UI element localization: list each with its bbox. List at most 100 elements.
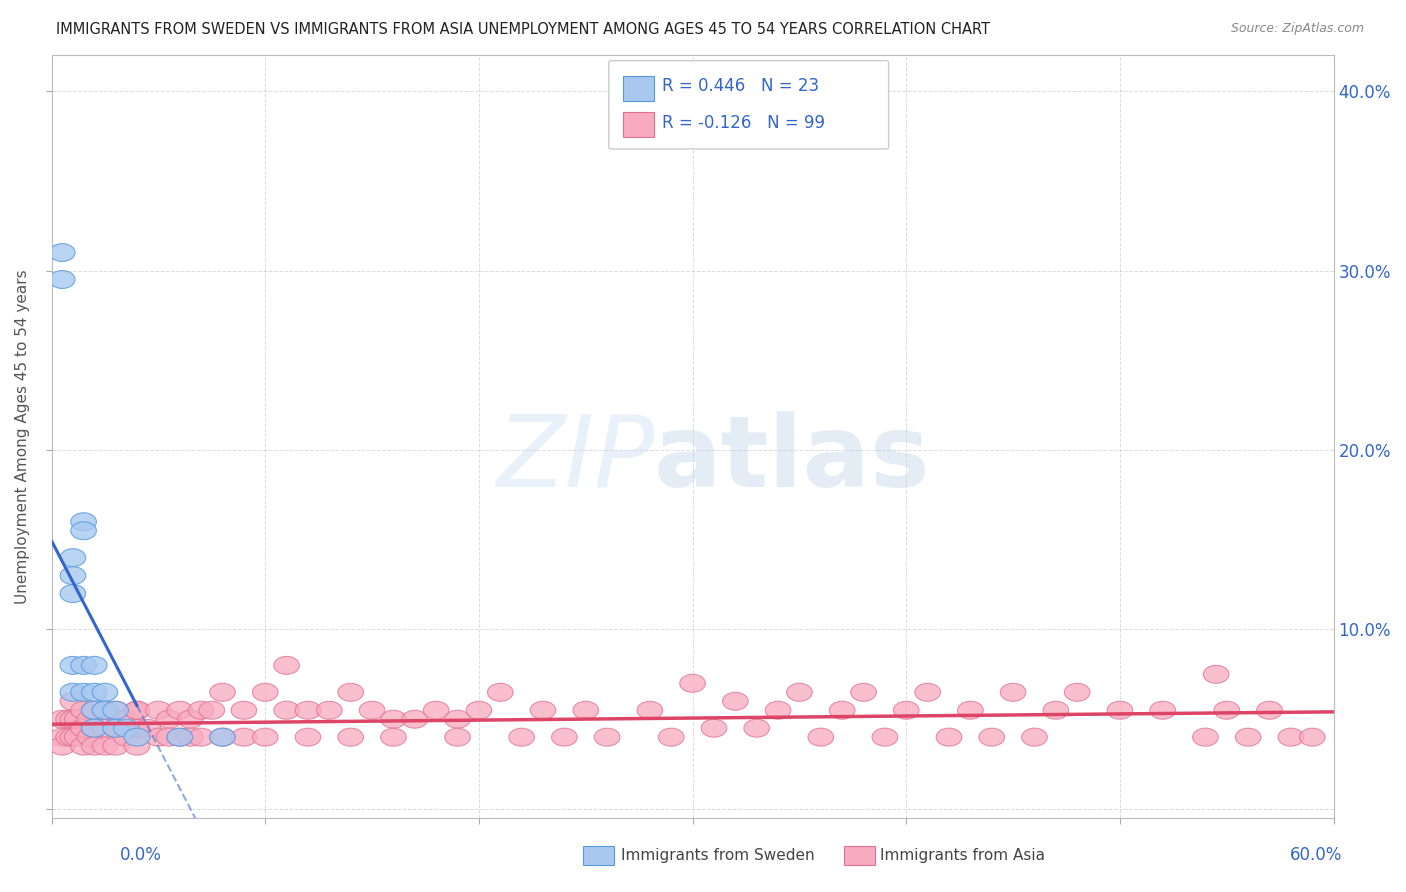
Ellipse shape (231, 701, 257, 719)
Ellipse shape (114, 710, 139, 728)
Ellipse shape (1107, 701, 1133, 719)
Ellipse shape (124, 719, 150, 737)
Ellipse shape (1257, 701, 1282, 719)
Ellipse shape (658, 728, 685, 746)
Ellipse shape (146, 728, 172, 746)
Ellipse shape (402, 710, 427, 728)
Ellipse shape (551, 728, 578, 746)
Text: Immigrants from Asia: Immigrants from Asia (880, 848, 1045, 863)
Ellipse shape (124, 737, 150, 756)
Ellipse shape (444, 728, 471, 746)
Ellipse shape (103, 701, 128, 719)
Ellipse shape (60, 692, 86, 710)
Ellipse shape (167, 728, 193, 746)
Ellipse shape (60, 728, 86, 746)
Ellipse shape (82, 701, 107, 719)
Ellipse shape (444, 710, 471, 728)
Ellipse shape (595, 728, 620, 746)
Ellipse shape (49, 270, 75, 288)
Ellipse shape (60, 566, 86, 584)
Ellipse shape (167, 728, 193, 746)
Ellipse shape (49, 710, 75, 728)
Ellipse shape (702, 719, 727, 737)
Ellipse shape (49, 244, 75, 261)
Ellipse shape (156, 710, 181, 728)
Ellipse shape (82, 657, 107, 674)
Ellipse shape (253, 728, 278, 746)
Ellipse shape (70, 522, 97, 540)
Ellipse shape (70, 737, 97, 756)
Ellipse shape (209, 683, 235, 701)
Ellipse shape (1213, 701, 1240, 719)
Ellipse shape (82, 719, 107, 737)
Ellipse shape (1022, 728, 1047, 746)
Ellipse shape (360, 701, 385, 719)
Text: IMMIGRANTS FROM SWEDEN VS IMMIGRANTS FROM ASIA UNEMPLOYMENT AMONG AGES 45 TO 54 : IMMIGRANTS FROM SWEDEN VS IMMIGRANTS FRO… (56, 22, 990, 37)
Text: Immigrants from Sweden: Immigrants from Sweden (621, 848, 815, 863)
Ellipse shape (60, 584, 86, 603)
Ellipse shape (957, 701, 983, 719)
Ellipse shape (65, 728, 90, 746)
Ellipse shape (808, 728, 834, 746)
Ellipse shape (851, 683, 876, 701)
Ellipse shape (465, 701, 492, 719)
Ellipse shape (679, 674, 706, 692)
Ellipse shape (488, 683, 513, 701)
Ellipse shape (188, 701, 214, 719)
Ellipse shape (60, 549, 86, 566)
Ellipse shape (786, 683, 813, 701)
Ellipse shape (177, 710, 204, 728)
Ellipse shape (381, 728, 406, 746)
Ellipse shape (49, 728, 75, 746)
Ellipse shape (103, 719, 128, 737)
Ellipse shape (936, 728, 962, 746)
Ellipse shape (1299, 728, 1324, 746)
Ellipse shape (274, 657, 299, 674)
Ellipse shape (530, 701, 555, 719)
Ellipse shape (381, 710, 406, 728)
Ellipse shape (93, 701, 118, 719)
Ellipse shape (1204, 665, 1229, 683)
Ellipse shape (188, 728, 214, 746)
Ellipse shape (200, 701, 225, 719)
Ellipse shape (93, 737, 118, 756)
Ellipse shape (637, 701, 662, 719)
Ellipse shape (56, 710, 82, 728)
Ellipse shape (135, 719, 160, 737)
Ellipse shape (60, 683, 86, 701)
Ellipse shape (56, 728, 82, 746)
Ellipse shape (114, 728, 139, 746)
Text: 60.0%: 60.0% (1291, 846, 1343, 863)
Ellipse shape (337, 728, 364, 746)
Ellipse shape (70, 513, 97, 531)
Ellipse shape (103, 719, 128, 737)
Ellipse shape (337, 683, 364, 701)
Ellipse shape (1236, 728, 1261, 746)
Ellipse shape (915, 683, 941, 701)
Ellipse shape (60, 657, 86, 674)
Text: Source: ZipAtlas.com: Source: ZipAtlas.com (1230, 22, 1364, 36)
Ellipse shape (765, 701, 792, 719)
Ellipse shape (231, 728, 257, 746)
Ellipse shape (124, 701, 150, 719)
Ellipse shape (114, 719, 139, 737)
Ellipse shape (1278, 728, 1303, 746)
Ellipse shape (156, 728, 181, 746)
Ellipse shape (1150, 701, 1175, 719)
Ellipse shape (103, 737, 128, 756)
Ellipse shape (70, 719, 97, 737)
Ellipse shape (70, 683, 97, 701)
Ellipse shape (830, 701, 855, 719)
Ellipse shape (49, 737, 75, 756)
Ellipse shape (70, 657, 97, 674)
Ellipse shape (509, 728, 534, 746)
Ellipse shape (77, 728, 103, 746)
Ellipse shape (872, 728, 897, 746)
Ellipse shape (82, 701, 107, 719)
Ellipse shape (146, 701, 172, 719)
Ellipse shape (167, 701, 193, 719)
Ellipse shape (1043, 701, 1069, 719)
Text: ZIP: ZIP (496, 411, 654, 508)
Ellipse shape (723, 692, 748, 710)
Ellipse shape (572, 701, 599, 719)
